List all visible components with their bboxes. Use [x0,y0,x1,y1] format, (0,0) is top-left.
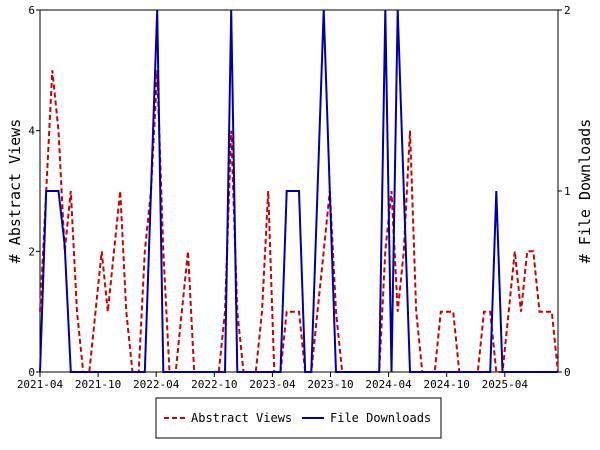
legend-label-file-downloads: File Downloads [330,411,431,425]
x-tick-label: 2023-10 [307,378,353,391]
x-tick-label: 2025-04 [482,378,529,391]
left-axis-title: # Abstract Views [6,119,24,264]
left-y-tick-label: 0 [28,366,35,379]
left-y-axis: 0 2 4 6 [28,4,40,379]
left-y-tick-label: 6 [28,4,35,17]
series-line-file-downloads [39,9,558,373]
left-y-tick-label: 4 [28,125,35,138]
x-axis: 2021-04 2021-10 2022-04 2022-10 2023-04 2023-… [17,372,529,391]
x-tick-label: 2024-04 [365,378,412,391]
x-tick-label: 2024-10 [424,378,470,391]
right-y-tick-label: 0 [564,366,571,379]
series-layer [39,9,559,373]
x-tick-label: 2022-04 [133,378,180,391]
right-y-tick-label: 1 [564,185,571,198]
x-tick-label: 2023-04 [249,378,296,391]
x-tick-label: 2021-04 [17,378,64,391]
left-y-tick-label: 2 [28,245,35,258]
legend: Abstract Views File Downloads [155,397,442,439]
x-tick-label: 2022-10 [191,378,237,391]
legend-label-abstract-views: Abstract Views [191,411,292,425]
legend-box [155,397,442,439]
right-axis-title: # File Downloads [576,119,594,264]
x-tick-label: 2021-10 [75,378,121,391]
right-y-axis: 0 1 2 [558,4,571,379]
right-y-tick-label: 2 [564,4,571,17]
